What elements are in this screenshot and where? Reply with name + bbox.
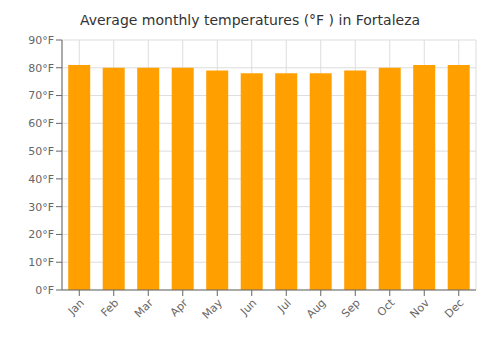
svg-text:Sep: Sep bbox=[339, 296, 363, 320]
svg-text:70°F: 70°F bbox=[28, 89, 54, 102]
svg-text:10°F: 10°F bbox=[28, 256, 54, 269]
svg-text:0°F: 0°F bbox=[35, 284, 54, 297]
svg-text:30°F: 30°F bbox=[28, 201, 54, 214]
svg-text:Aug: Aug bbox=[304, 296, 328, 320]
svg-text:Jan: Jan bbox=[65, 296, 87, 318]
svg-text:Dec: Dec bbox=[442, 296, 466, 320]
svg-text:Apr: Apr bbox=[168, 296, 191, 319]
svg-text:Oct: Oct bbox=[375, 296, 398, 319]
svg-text:60°F: 60°F bbox=[28, 117, 54, 130]
svg-text:Jun: Jun bbox=[237, 296, 259, 318]
svg-text:May: May bbox=[200, 296, 226, 322]
svg-text:Nov: Nov bbox=[408, 296, 433, 321]
svg-text:Jul: Jul bbox=[275, 296, 294, 315]
svg-text:Mar: Mar bbox=[132, 296, 156, 320]
svg-text:40°F: 40°F bbox=[28, 173, 54, 186]
svg-text:80°F: 80°F bbox=[28, 62, 54, 75]
svg-text:Feb: Feb bbox=[98, 296, 121, 319]
html-text:Average monthly temperatures (: Average monthly temperatures (°F ) in Fo… bbox=[79, 12, 421, 28]
svg-text:50°F: 50°F bbox=[28, 145, 54, 158]
svg-text:90°F: 90°F bbox=[28, 34, 54, 47]
svg-text:20°F: 20°F bbox=[28, 228, 54, 241]
